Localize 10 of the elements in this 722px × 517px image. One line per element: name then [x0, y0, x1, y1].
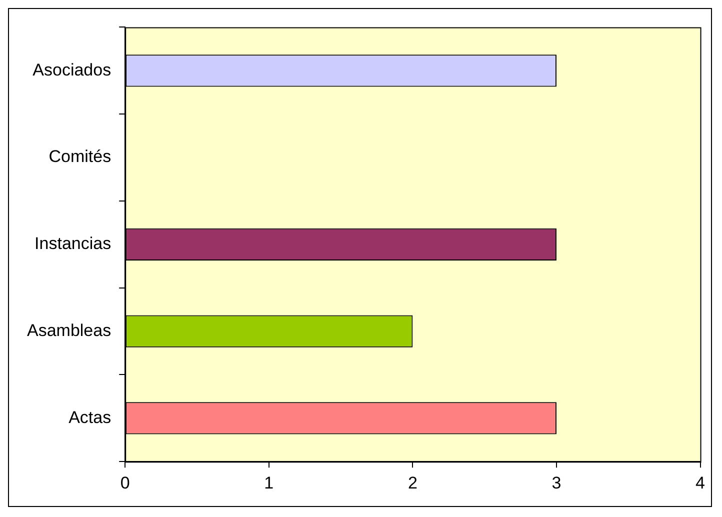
- x-tick-label: 1: [264, 473, 274, 492]
- x-tick-label: 3: [552, 473, 562, 492]
- y-tick-label: Instancias: [34, 234, 112, 254]
- y-tick-label: Asambleas: [26, 320, 112, 340]
- y-tick-label: Actas: [68, 408, 112, 427]
- x-tick-label: 2: [408, 473, 418, 492]
- y-tick-label: Comités: [48, 147, 112, 166]
- y-tick-label: Asociados: [32, 60, 112, 80]
- x-tick-label: 4: [696, 473, 706, 492]
- x-tick-label: 0: [120, 473, 130, 492]
